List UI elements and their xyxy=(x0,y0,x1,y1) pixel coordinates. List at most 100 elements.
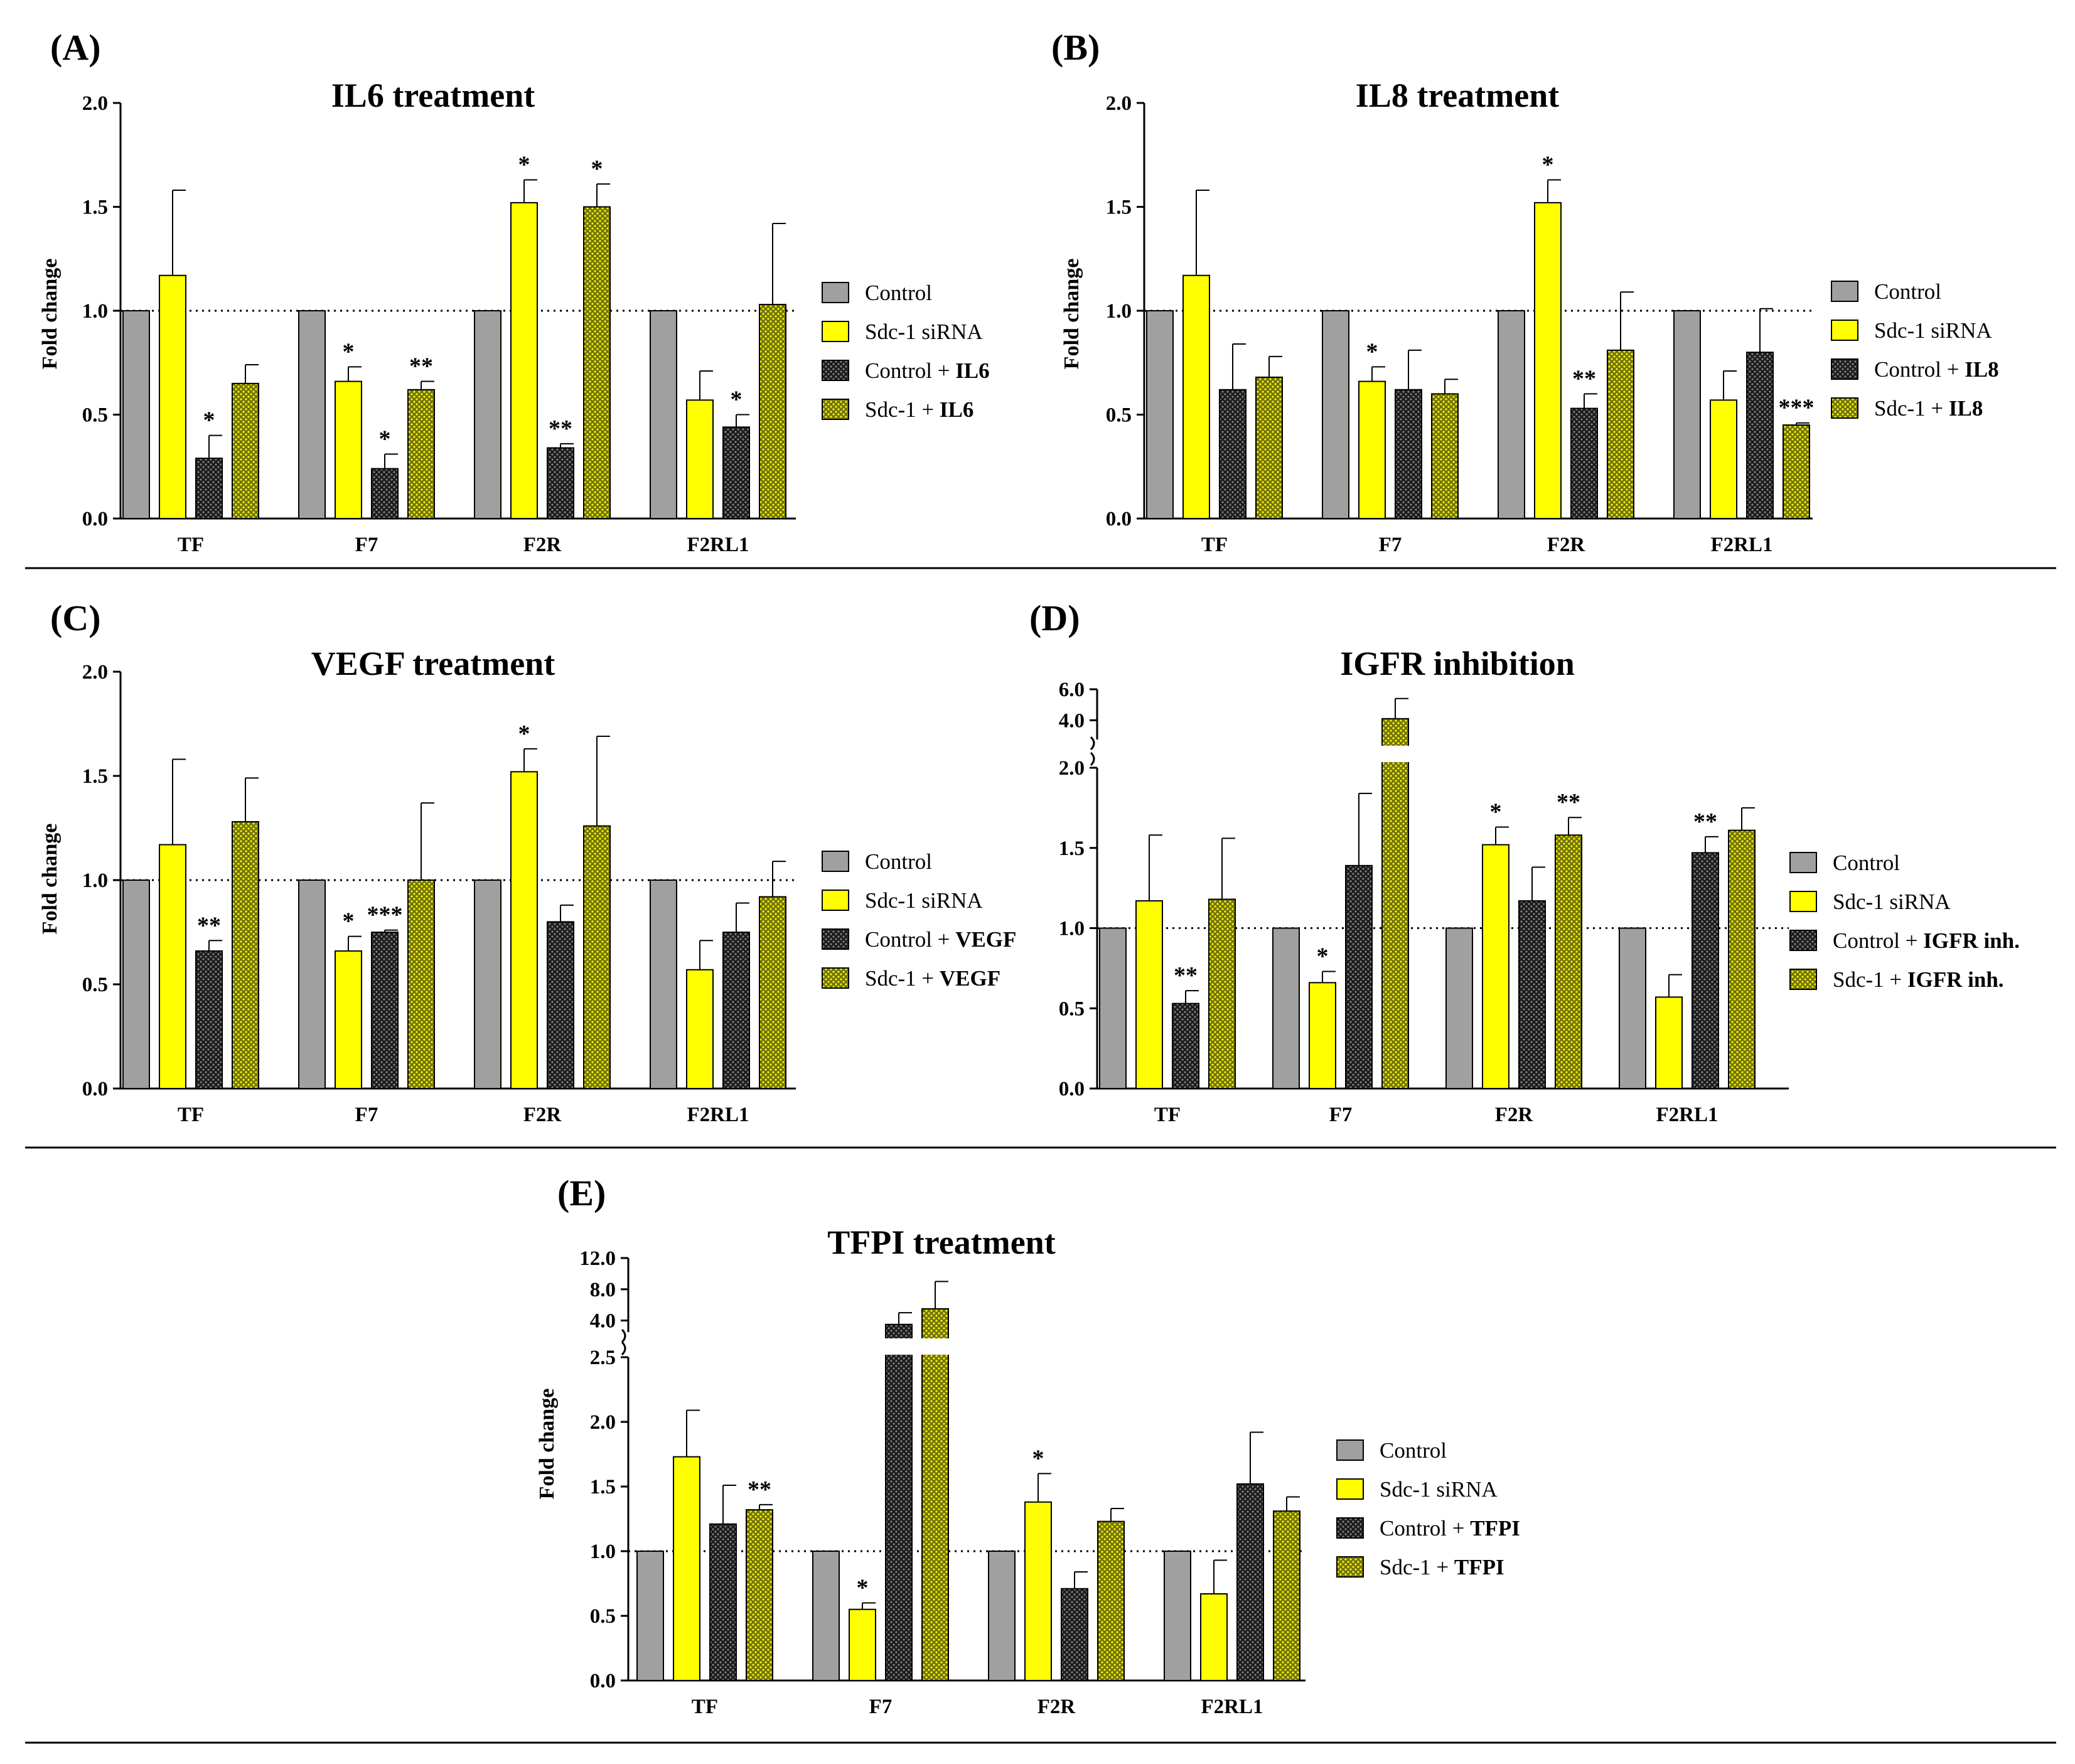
panel-letter: (C) xyxy=(50,598,101,638)
y-tick-label: 0.5 xyxy=(82,404,108,427)
significance-marker: * xyxy=(1366,338,1378,365)
legend-label-bold: IL8 xyxy=(1949,396,1983,421)
bar xyxy=(722,426,750,519)
y-tick-label: 1.5 xyxy=(590,1476,616,1498)
x-category-label: F2R xyxy=(523,1104,562,1126)
y-axis-label: Fold change xyxy=(535,1389,559,1500)
x-category-label: F2R xyxy=(1495,1104,1534,1126)
significance-marker: * xyxy=(203,407,215,434)
significance-marker: * xyxy=(379,426,391,452)
legend-swatch xyxy=(1336,1517,1364,1539)
bar xyxy=(885,1323,913,1682)
legend-label-text: Sdc-1 siRNA xyxy=(1874,318,1992,343)
bar xyxy=(474,310,501,519)
legend-swatch xyxy=(822,360,849,381)
panel-5: (E) TFPI treatment Fold change 0.0 0.5 1.0 1.5… xyxy=(535,1173,1520,1718)
bar xyxy=(921,1308,949,1681)
legend-swatch xyxy=(822,967,849,989)
axis-break-mark xyxy=(1090,751,1095,766)
y-axis-label: Fold change xyxy=(38,259,62,370)
legend-label: Sdc-1 + IGFR inh. xyxy=(1833,967,2004,992)
significance-marker: ** xyxy=(1572,365,1596,392)
legend-label-text: Control xyxy=(1380,1438,1447,1463)
bar xyxy=(371,468,399,519)
legend-swatch xyxy=(822,321,849,342)
y-tick-label: 0.5 xyxy=(1059,998,1085,1020)
bar xyxy=(1164,1551,1191,1681)
y-tick-label: 1.5 xyxy=(1106,196,1132,219)
bar xyxy=(1309,982,1336,1089)
bar xyxy=(298,879,326,1089)
legend-swatch xyxy=(1831,320,1858,341)
bar xyxy=(1024,1501,1052,1681)
separators-layer xyxy=(25,567,2056,1744)
bar xyxy=(335,380,362,519)
y-tick-label: 1.5 xyxy=(82,196,108,219)
significance-marker: * xyxy=(1490,799,1502,826)
bar xyxy=(1219,389,1247,520)
legend-swatch xyxy=(1336,1556,1364,1578)
legend-label: Control xyxy=(865,281,932,305)
bar xyxy=(1172,1003,1199,1089)
legend-label-text: Control xyxy=(1833,851,1900,875)
axis-break-mark xyxy=(621,1328,626,1343)
bar xyxy=(547,447,574,520)
panel-title: IL8 treatment xyxy=(1356,77,1559,114)
x-category-label: F7 xyxy=(1329,1104,1353,1126)
y-tick-label: 0.5 xyxy=(590,1605,616,1628)
legend-swatch xyxy=(822,890,849,911)
significance-marker: ** xyxy=(409,353,433,380)
y-tick-label: 0.5 xyxy=(82,974,108,996)
bar xyxy=(759,896,786,1090)
x-category-label: TF xyxy=(1201,534,1228,556)
legend-label-bold: IL8 xyxy=(1965,357,1998,382)
x-category-label: F7 xyxy=(355,1104,378,1126)
y-tick-label: 0.0 xyxy=(82,508,108,530)
legend-label-text: Control xyxy=(1874,279,1941,304)
legend-label-bold: TFPI xyxy=(1454,1555,1504,1579)
significance-marker: * xyxy=(343,338,355,365)
panel-letter: (D) xyxy=(1029,598,1080,638)
y-tick-label: 4.0 xyxy=(590,1310,616,1333)
legend-label: Sdc-1 siRNA xyxy=(1380,1477,1498,1502)
bar xyxy=(1607,349,1634,519)
panel-3: (C) VEGF treatment Fold change 0.0 0.5 1.0 1.5… xyxy=(38,598,1016,1126)
bar xyxy=(371,932,399,1089)
legend-swatch xyxy=(822,851,849,872)
significance-marker: *** xyxy=(367,902,403,928)
legend-label-text: Sdc-1 siRNA xyxy=(1833,890,1951,914)
x-category-label: F2RL1 xyxy=(1656,1104,1718,1126)
y-axis-label: Fold change xyxy=(38,824,62,935)
legend-label: Sdc-1 + IL6 xyxy=(865,397,973,422)
significance-marker: * xyxy=(1032,1445,1044,1471)
bar xyxy=(1534,202,1562,519)
x-category-label: F2RL1 xyxy=(687,534,749,556)
legend-label-text: Control + xyxy=(1380,1516,1470,1541)
bar xyxy=(122,310,150,519)
bar xyxy=(298,310,326,519)
y-tick-label: 1.5 xyxy=(82,765,108,788)
y-tick-label: 1.5 xyxy=(1059,837,1085,860)
legend-label-text: Sdc-1 + xyxy=(865,397,940,422)
bar xyxy=(1746,352,1774,519)
bar xyxy=(1518,900,1546,1089)
axis-break-mark xyxy=(1090,736,1095,751)
legend-label-text: Sdc-1 + xyxy=(1380,1555,1454,1579)
legend-label: Control xyxy=(865,849,932,874)
legend-label-text: Control + xyxy=(865,927,955,952)
bar xyxy=(722,932,750,1089)
legend-label: Sdc-1 siRNA xyxy=(865,888,983,913)
legend-label: Control xyxy=(1874,279,1941,304)
legend-label-bold: IGFR inh. xyxy=(1923,928,2020,953)
panel-title: TFPI treatment xyxy=(827,1224,1055,1261)
y-tick-label: 12.0 xyxy=(579,1247,616,1270)
y-axis-label: Fold change xyxy=(1060,259,1083,370)
y-tick-label: 0.0 xyxy=(590,1670,616,1692)
panel-letter: (A) xyxy=(50,27,101,68)
panel-title: VEGF treatment xyxy=(311,645,555,682)
bar xyxy=(195,950,223,1089)
y-tick-label: 0.0 xyxy=(1059,1078,1085,1100)
